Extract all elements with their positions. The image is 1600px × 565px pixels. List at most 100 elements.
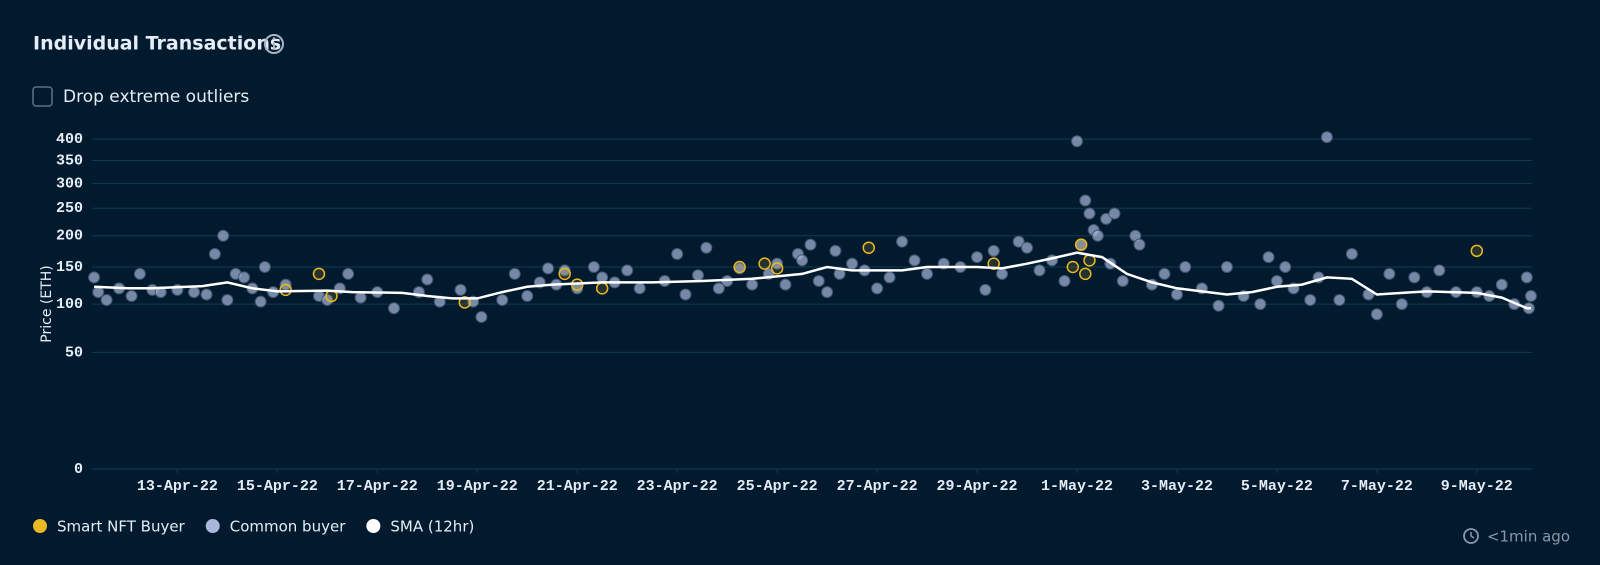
- data-point: [700, 241, 713, 254]
- legend-label: SMA (12hr): [390, 518, 474, 536]
- data-point: [342, 267, 355, 280]
- data-point: [458, 296, 472, 309]
- data-point: [921, 267, 934, 280]
- sma-line: [94, 251, 1531, 310]
- data-point: [1395, 298, 1408, 311]
- legend: Smart NFT Buyer Common buyer SMA (12hr): [33, 518, 474, 536]
- updated-time: <1min ago: [1487, 528, 1570, 546]
- data-point: [421, 273, 434, 286]
- y-tick-label: 250: [56, 200, 83, 217]
- y-tick-label: 400: [56, 131, 83, 148]
- data-point: [475, 310, 488, 323]
- data-point: [779, 278, 792, 291]
- data-point: [1079, 194, 1092, 207]
- data-point: [829, 244, 842, 257]
- data-point: [1100, 212, 1113, 225]
- data-point: [979, 283, 992, 296]
- data-point: [1158, 267, 1171, 280]
- x-tick-label: 5-May-22: [1241, 478, 1313, 495]
- checkbox-label[interactable]: Drop extreme outliers: [63, 87, 249, 107]
- data-point: [1254, 298, 1267, 311]
- data-point: [1066, 260, 1080, 274]
- x-tick-label: 27-Apr-22: [837, 478, 918, 495]
- data-point: [279, 283, 292, 297]
- data-point: [100, 294, 113, 306]
- clock-icon: [1463, 528, 1479, 544]
- data-point: [1262, 251, 1275, 264]
- x-tick-label: 19-Apr-22: [437, 478, 518, 495]
- data-point: [1070, 135, 1083, 148]
- y-tick-label: 150: [56, 259, 83, 276]
- data-point: [1270, 274, 1283, 287]
- data-point: [188, 286, 201, 299]
- data-point: [996, 267, 1009, 280]
- data-point: [217, 229, 230, 242]
- data-point: [1495, 278, 1508, 291]
- data-point: [821, 286, 834, 299]
- data-point: [1170, 288, 1183, 301]
- data-point: [1033, 264, 1046, 277]
- data-point: [1520, 271, 1533, 284]
- data-point: [758, 257, 771, 270]
- x-tick-label: 15-Apr-22: [237, 478, 318, 495]
- x-tick-label: 21-Apr-22: [537, 478, 618, 495]
- data-point: [746, 278, 759, 291]
- data-point: [254, 295, 267, 308]
- data-point: [521, 290, 534, 303]
- data-point: [846, 257, 859, 270]
- data-point: [595, 282, 609, 295]
- data-point: [633, 282, 646, 295]
- data-point: [200, 288, 213, 301]
- data-point: [671, 247, 684, 260]
- data-point: [454, 283, 467, 296]
- info-icon[interactable]: [264, 34, 284, 54]
- checkbox[interactable]: [32, 86, 53, 107]
- y-tick-label: 50: [65, 344, 83, 361]
- x-tick-label: 25-Apr-22: [737, 478, 818, 495]
- y-tick-label: 0: [74, 461, 83, 478]
- data-point: [558, 264, 571, 277]
- data-point: [88, 271, 101, 284]
- data-point: [1116, 274, 1129, 287]
- data-point: [1433, 264, 1446, 277]
- data-point: [1012, 235, 1025, 248]
- data-point: [208, 247, 221, 260]
- data-point: [154, 286, 167, 299]
- legend-swatch: [205, 519, 220, 533]
- data-point: [1304, 294, 1317, 306]
- legend-swatch: [33, 519, 47, 533]
- data-point: [770, 262, 784, 275]
- data-point: [691, 269, 704, 282]
- data-point: [1091, 229, 1104, 242]
- data-point: [1108, 207, 1121, 220]
- y-tick-label: 300: [56, 175, 83, 192]
- data-point: [1333, 294, 1346, 306]
- data-point: [1408, 271, 1421, 284]
- legend-swatch: [366, 519, 381, 533]
- data-point: [258, 261, 271, 274]
- legend-label: Common buyer: [230, 518, 346, 536]
- data-point: [133, 267, 146, 280]
- data-point: [1370, 308, 1383, 321]
- data-point: [1179, 261, 1192, 274]
- y-tick-label: 350: [56, 152, 83, 169]
- data-point: [1212, 299, 1225, 312]
- data-point: [771, 257, 784, 270]
- data-point: [804, 238, 817, 251]
- data-point: [508, 267, 521, 280]
- data-point: [1083, 207, 1096, 220]
- data-point: [1279, 261, 1292, 274]
- data-point: [558, 267, 571, 281]
- y-axis-label: Price (ETH): [39, 265, 55, 342]
- x-tick-label: 1-May-22: [1041, 478, 1113, 495]
- data-point: [1021, 241, 1034, 254]
- data-point: [712, 282, 725, 295]
- data-point: [312, 267, 326, 281]
- x-tick-label: 13-Apr-22: [137, 478, 218, 495]
- x-tick-label: 9-May-22: [1441, 478, 1513, 495]
- data-point: [971, 251, 984, 264]
- data-point: [587, 261, 600, 274]
- data-point: [871, 282, 884, 295]
- x-tick-label: 3-May-22: [1141, 478, 1213, 495]
